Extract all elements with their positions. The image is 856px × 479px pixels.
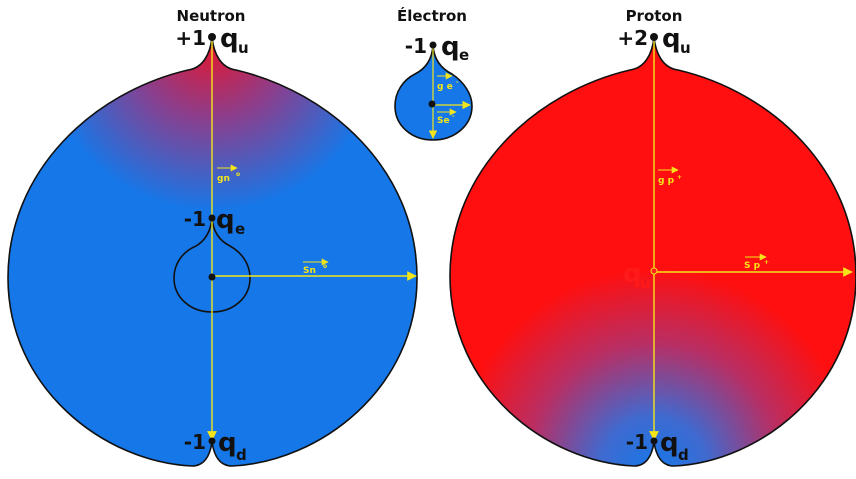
neutron-s-label: Sn: [303, 266, 316, 276]
proton-top-quark: q: [662, 24, 681, 54]
electron-center-point: [428, 100, 436, 108]
electron-group: g e - Se - Électron -1 q e: [394, 6, 473, 141]
proton-title: Proton: [626, 7, 683, 25]
neutron-title: Neutron: [177, 7, 246, 25]
neutron-g-label: gn: [217, 174, 230, 184]
neutron-middle-quark: q: [216, 205, 235, 235]
neutron-middle-quark-sub: e: [235, 220, 245, 238]
neutron-top-point: [208, 33, 216, 41]
neutron-top-quark: q: [220, 24, 239, 54]
electron-top-point: [429, 41, 437, 49]
neutron-middle-charge: -1: [184, 207, 206, 231]
proton-g-label: g p: [658, 176, 675, 186]
neutron-center-point: [208, 273, 216, 281]
proton-top-point: [650, 33, 658, 41]
electron-s-sup: -: [452, 113, 455, 120]
neutron-bottom-quark-sub: d: [236, 446, 247, 464]
electron-top-quark-sub: e: [459, 46, 469, 64]
neutron-top-quark-sub: u: [238, 39, 249, 57]
proton-bottom-quark-sub: d: [678, 446, 689, 464]
proton-s-label: S p: [744, 261, 761, 271]
neutron-g-sup: o: [236, 171, 240, 178]
electron-title: Électron: [397, 6, 467, 25]
proton-center-quark-sub: u: [640, 274, 651, 292]
neutron-group: gn o Sn o Neutron +1 q u -1 q e -1 q d: [7, 7, 418, 467]
neutron-bottom-charge: -1: [184, 430, 206, 454]
proton-bottom-charge: -1: [626, 430, 648, 454]
neutron-bottom-quark: q: [218, 428, 237, 458]
proton-bottom-point: [650, 437, 658, 445]
neutron-middle-point: [208, 214, 216, 222]
neutron-s-sup: o: [323, 263, 327, 270]
proton-top-quark-sub: u: [680, 39, 691, 57]
neutron-top-charge: +1: [175, 26, 206, 50]
electron-g-sup: -: [456, 79, 459, 86]
electron-g-label: g e: [437, 82, 453, 92]
proton-top-charge: +2: [617, 26, 648, 50]
electron-top-quark: q: [441, 32, 460, 62]
proton-center-point: [650, 267, 658, 275]
proton-body: [449, 37, 856, 467]
electron-s-label: Se: [437, 116, 450, 126]
proton-center-quark: q: [623, 259, 642, 289]
proton-s-sup: +: [764, 259, 769, 266]
proton-group: g p + S p + Proton +2 q u q u -1 q d: [449, 7, 856, 467]
proton-bottom-quark: q: [660, 428, 679, 458]
electron-top-charge: -1: [405, 34, 427, 58]
neutron-bottom-point: [208, 437, 216, 445]
proton-g-sup: +: [677, 174, 682, 181]
